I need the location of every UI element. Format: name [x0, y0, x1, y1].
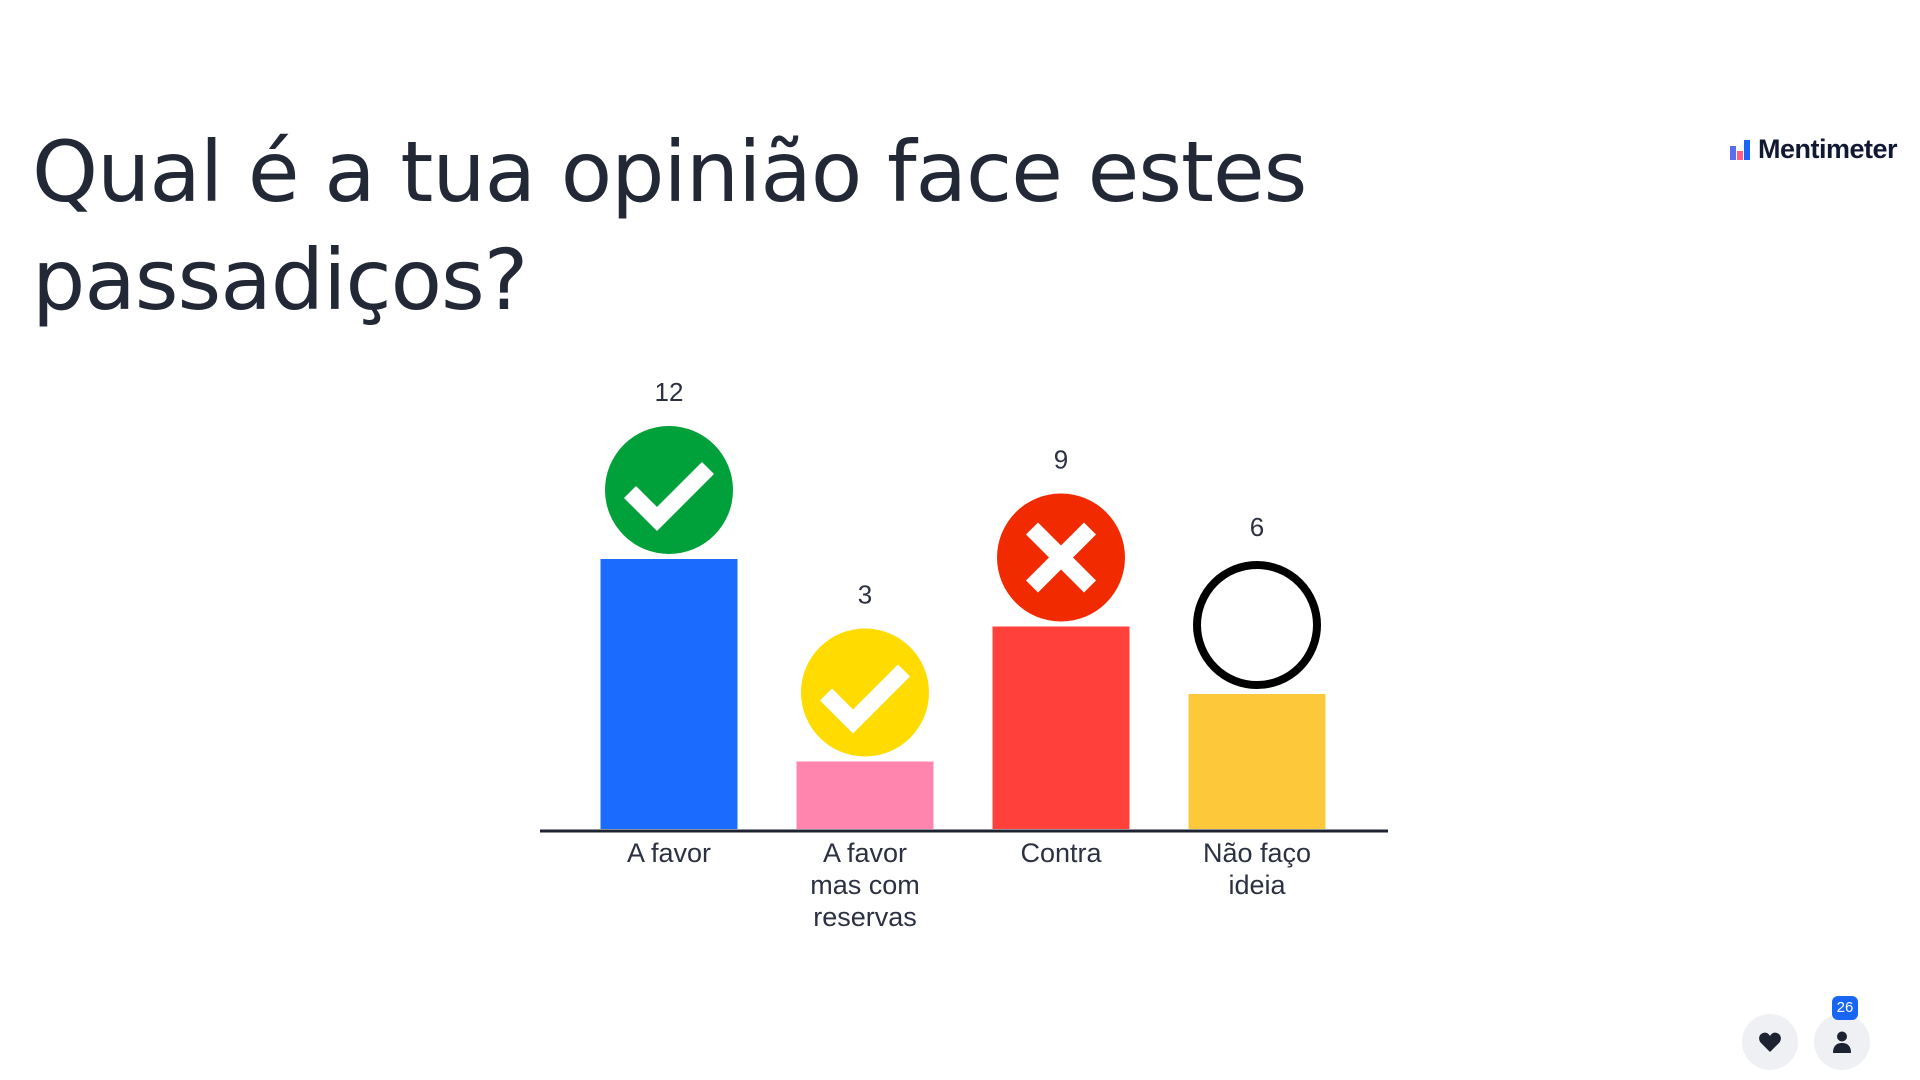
bar: [992, 626, 1130, 829]
value-label: 6: [1250, 512, 1264, 542]
slide-title: Qual é a tua opinião face estes passadiç…: [32, 123, 1307, 329]
green-check-icon: [605, 426, 733, 554]
value-label: 3: [858, 580, 872, 610]
empty-circle-icon: [1193, 561, 1321, 689]
icon-circle: [605, 426, 733, 554]
cross-mark: [1025, 522, 1097, 593]
check-mark: [623, 461, 715, 532]
bar: [796, 761, 934, 829]
participant-count-badge: 26: [1832, 996, 1858, 1020]
category-label: A favor: [823, 838, 907, 868]
category-label: Não faço: [1203, 838, 1311, 868]
icon-circle: [801, 628, 929, 757]
icon-ring: [1193, 561, 1321, 689]
person-icon: [1833, 1031, 1851, 1053]
category-label: reservas: [813, 902, 917, 932]
yellow-check-icon: [801, 628, 929, 757]
category-label: mas com: [810, 870, 920, 900]
category-label: ideia: [1228, 870, 1286, 900]
bar: [1188, 694, 1326, 829]
reactions-button[interactable]: [1742, 1014, 1798, 1070]
bar: [600, 559, 738, 829]
brand-name: Mentimeter: [1757, 134, 1898, 164]
brand-logo: Mentimeter: [1729, 134, 1898, 165]
value-label: 9: [1054, 445, 1068, 475]
participants-button[interactable]: [1814, 1014, 1870, 1070]
category-label: A favor: [627, 838, 711, 868]
check-mark: [819, 664, 911, 734]
heart-icon: [1759, 1032, 1781, 1052]
value-label: 12: [655, 377, 684, 407]
mentimeter-logo-icon: [1729, 139, 1750, 160]
red-cross-icon: [997, 493, 1125, 622]
category-label: Contra: [1020, 838, 1102, 868]
